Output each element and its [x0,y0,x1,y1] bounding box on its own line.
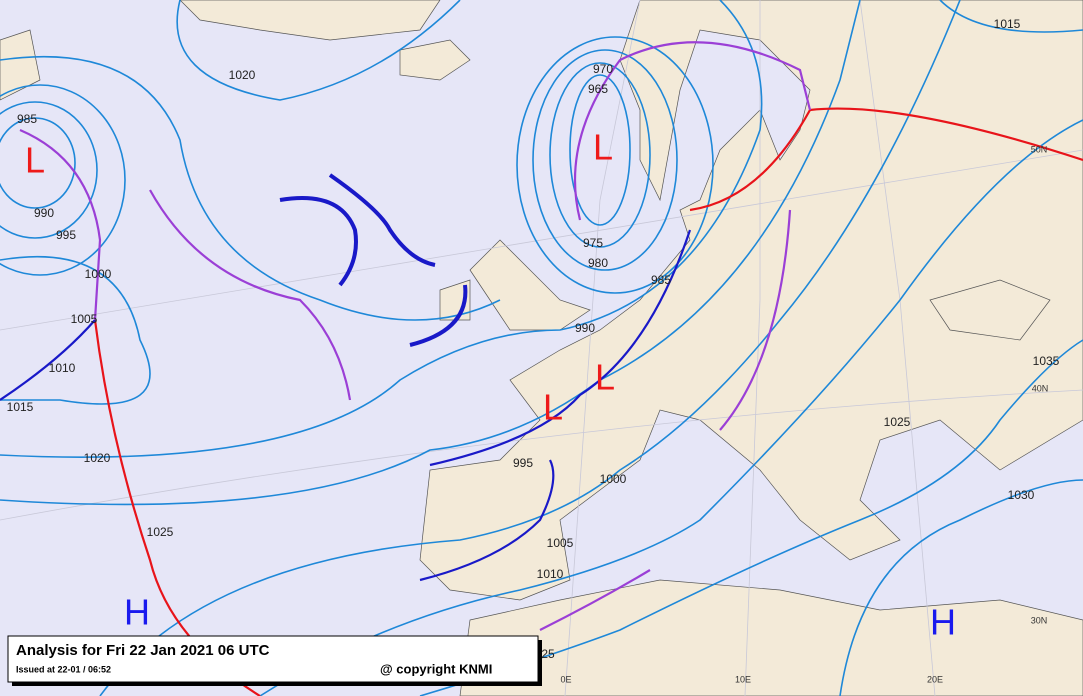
great-britain [469,239,591,331]
isobar-label: 1020 [84,451,111,465]
pressure-center: L [595,357,615,398]
isobar [0,117,76,209]
isobar-label: 1015 [7,400,34,414]
isobar [516,36,714,294]
isobar-label: 985 [651,273,671,287]
isobar [0,256,151,405]
isobar-label: 975 [583,236,603,250]
fronts [0,41,1083,696]
isobar [419,339,1083,696]
iceland [399,39,471,81]
pressure-center: H [930,602,956,643]
isobar-label: 1005 [547,536,574,550]
canada [0,29,41,101]
isobar [532,49,678,271]
issued: Issued at 22-01 / 06:52 [16,664,111,674]
meridian [564,0,641,696]
greenland [179,0,441,41]
isobar-label: 1000 [600,472,627,486]
isobar [99,0,961,696]
meridian [744,0,761,696]
graticule-label: 0E [560,674,571,684]
isobar-label: 1030 [1008,488,1035,502]
copyright: @ copyright KNMI [380,661,492,676]
graticule-label: 30N [1031,615,1048,625]
black-sea [929,279,1051,341]
occlusion [719,209,792,431]
isobar [939,0,1083,33]
isobar [259,119,1083,696]
isobar-label: 985 [17,112,37,126]
isobar [176,0,461,101]
occlusion [149,189,352,401]
isobar [839,479,1083,696]
cold-front [0,319,96,401]
pressure-center: L [25,140,45,181]
isobar-label: 990 [34,206,54,220]
graticule-label: 20E [927,674,943,684]
isobar-label: 995 [513,456,533,470]
pressure-center: H [124,592,150,633]
occlusion [539,569,651,631]
isobar [0,101,98,239]
isobar [0,84,126,276]
isobar-label: 980 [588,256,608,270]
isobar [569,74,631,226]
isobar-label: 1020 [229,68,256,82]
isobar-label: 1025 [884,415,911,429]
pressure-center: L [543,387,563,428]
graticule-label: 50N [1031,144,1048,154]
parallel [0,389,1083,521]
isobar-label: 1010 [49,361,76,375]
title: Analysis for Fri 22 Jan 2021 06 UTC [16,642,270,659]
occlusion [19,128,102,321]
isobar [0,0,763,458]
isobar-label: 1005 [71,312,98,326]
pressure-center: L [593,127,613,168]
isobar-label: 995 [56,228,76,242]
occlusion [574,41,812,221]
isobar-label: 1015 [994,17,1021,31]
isobar-label: 970 [593,62,613,76]
cold-front [419,459,555,582]
box [7,635,539,683]
isobar-label: 1025 [147,525,174,539]
isobar-label: 1010 [537,567,564,581]
graticule-label: 40N [1032,383,1049,393]
parallel [0,149,1083,331]
isobar-label: 965 [588,82,608,96]
warm-front [689,107,1083,212]
isobar [0,55,501,321]
isobar [0,0,861,506]
isobar-label: 1000 [85,267,112,281]
cold-front [429,229,692,467]
isobar-label: 1035 [1033,354,1060,368]
trough [279,173,468,347]
title-box: Analysis for Fri 22 Jan 2021 06 UTC Issu… [7,635,542,686]
isobar [549,62,651,248]
isobar-label: 25 [541,647,555,661]
isobar-label: 990 [575,321,595,335]
graticule-label: 10E [735,674,751,684]
